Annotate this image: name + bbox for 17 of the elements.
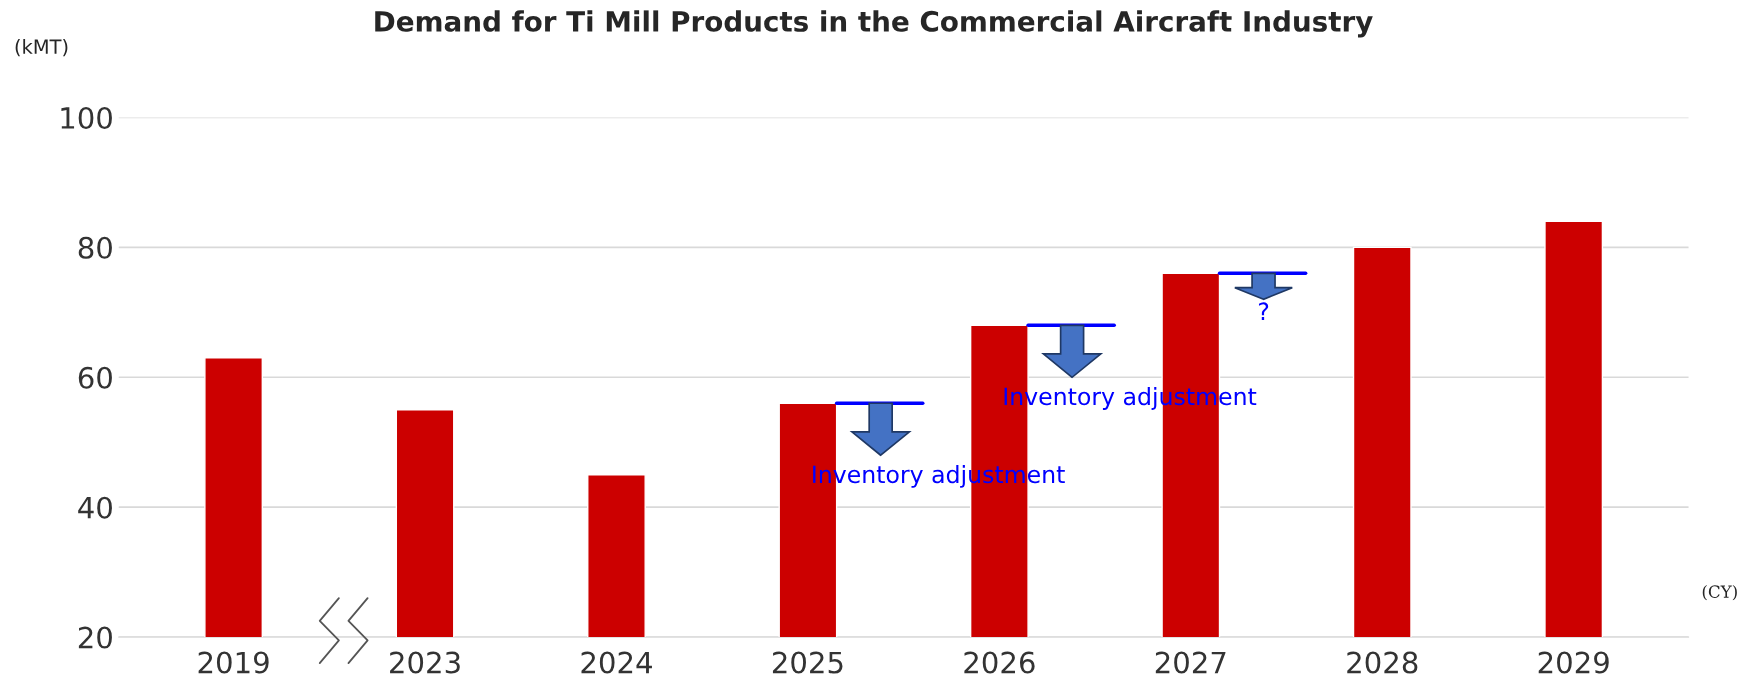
x-tick-label: 2029 (1538, 651, 1609, 674)
x-axis-title: (CY) (1702, 585, 1737, 601)
x-tick-label: 2026 (964, 651, 1035, 674)
x-tick-label: 2027 (1155, 651, 1226, 674)
x-tick-label: 2023 (390, 651, 460, 674)
x-tick-label: 2019 (198, 651, 269, 674)
y-tick-label: 20 (78, 626, 112, 649)
y-axis-title: (kMT) (15, 38, 68, 57)
y-tick-label: 60 (78, 366, 112, 389)
x-tick-label: 2025 (772, 651, 843, 674)
chart-title: Demand for Ti Mill Products in the Commercial Aircraft Industry (375, 10, 1373, 38)
y-tick-label: 100 (61, 106, 112, 129)
y-tick-label: 80 (78, 236, 112, 259)
y-tick-label: 40 (78, 496, 112, 519)
annotation: ? (1258, 302, 1269, 320)
x-tick-label: 2024 (581, 651, 652, 674)
x-tick-label: 2028 (1347, 651, 1418, 674)
